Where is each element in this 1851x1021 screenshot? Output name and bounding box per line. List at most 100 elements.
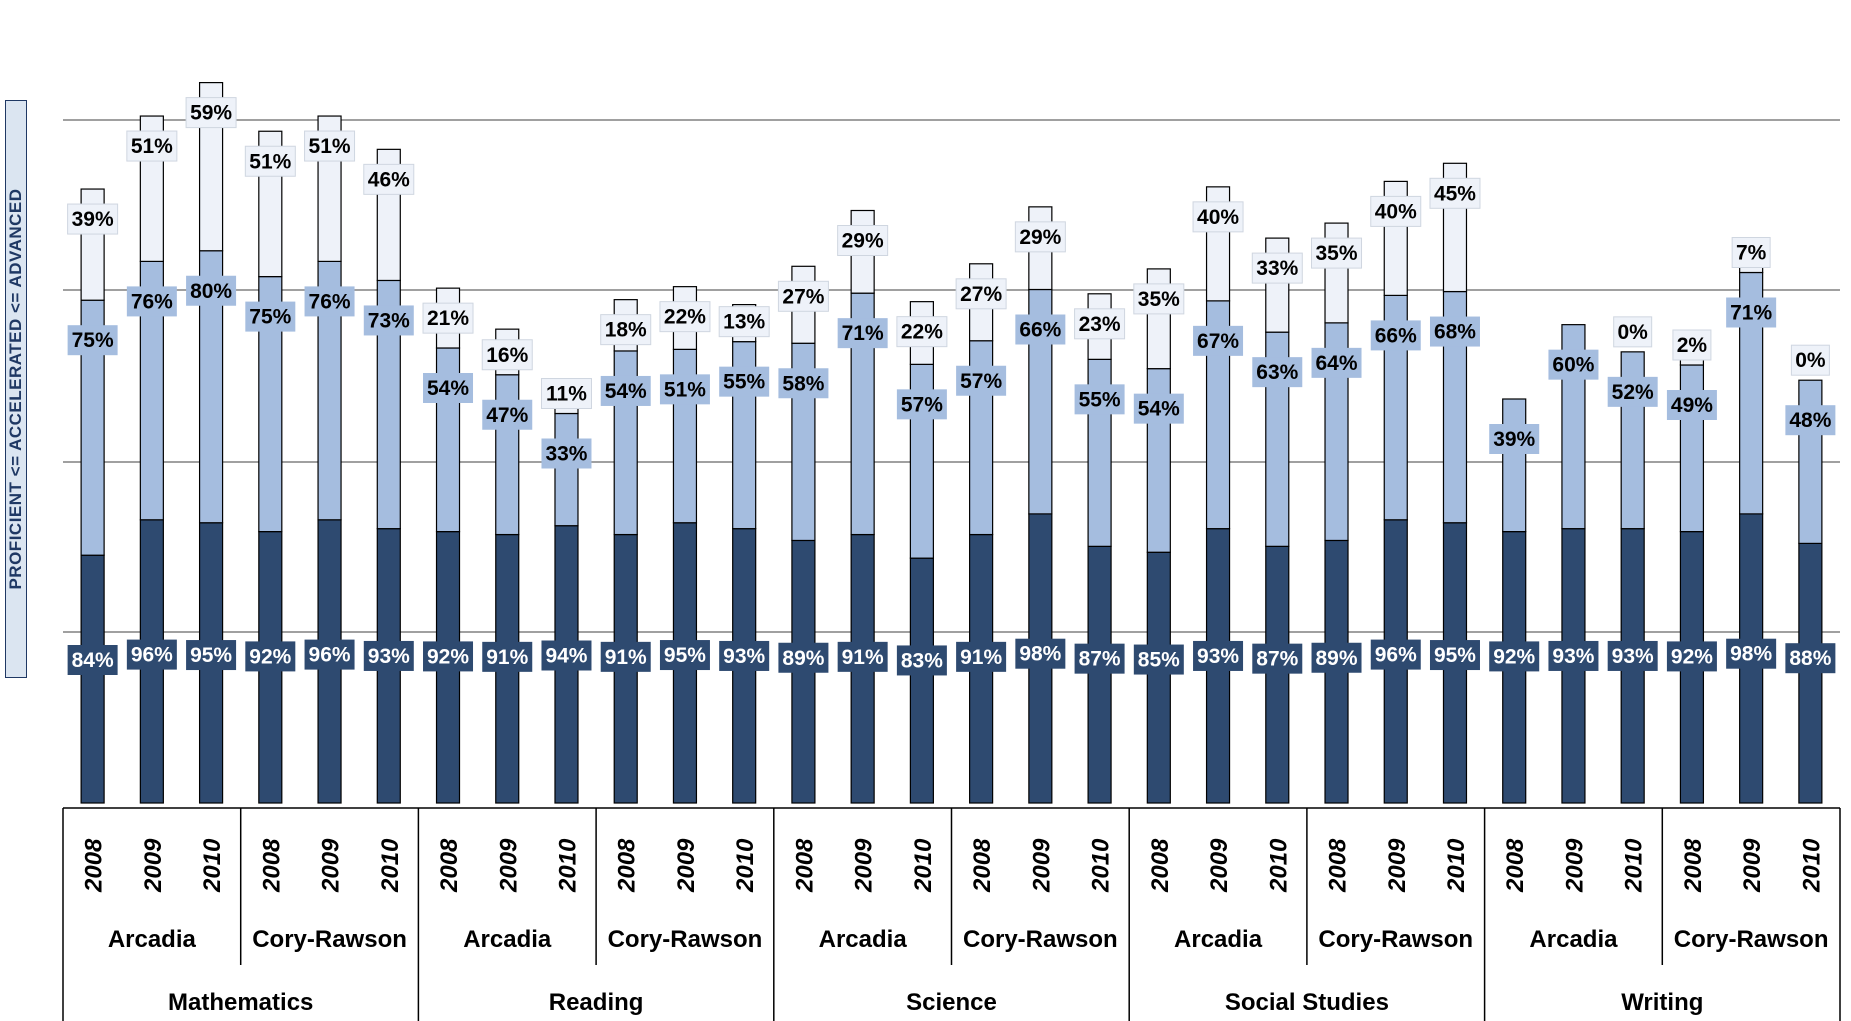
label-advanced: 18% [605, 319, 647, 342]
label-advanced-group: 7% [1731, 237, 1771, 268]
label-advanced-bg [600, 314, 652, 346]
label-proficient: 95% [664, 644, 706, 667]
label-proficient-group: 93% [719, 640, 770, 671]
label-accelerated-bg [778, 368, 829, 399]
year-tick-label: 2010 [199, 838, 226, 893]
label-accelerated-group: 54% [423, 373, 474, 403]
label-accelerated: 71% [842, 322, 884, 345]
label-proficient-bg [600, 641, 651, 672]
subject-tick-label: Reading [549, 989, 644, 1016]
year-tick-label: 2008 [969, 838, 996, 893]
district-tick-label: Arcadia [1174, 926, 1263, 953]
label-proficient: 92% [427, 645, 469, 668]
label-advanced-group: 51% [304, 130, 356, 162]
label-accelerated: 66% [1375, 324, 1417, 347]
label-proficient-group: 92% [1489, 641, 1540, 672]
label-advanced-bg [67, 203, 119, 235]
label-accelerated-bg [541, 438, 592, 469]
label-proficient-bg [778, 642, 829, 673]
label-accelerated: 47% [486, 404, 528, 427]
label-advanced-group: 40% [1192, 201, 1244, 233]
label-proficient: 95% [190, 644, 232, 667]
label-advanced-bg [896, 316, 948, 348]
label-accelerated-group: 47% [482, 399, 533, 430]
label-proficient-group: 94% [541, 640, 592, 671]
label-advanced-bg [1133, 283, 1185, 315]
label-proficient-group: 98% [1726, 638, 1777, 669]
district-tick-label: Cory-Rawson [1674, 926, 1829, 953]
label-proficient: 89% [782, 647, 824, 670]
label-advanced: 40% [1197, 206, 1239, 229]
label-advanced-bg [304, 130, 356, 162]
label-advanced-group: 45% [1429, 177, 1481, 209]
label-advanced-group: 51% [126, 130, 178, 162]
label-advanced-group: 0% [1613, 316, 1653, 348]
label-advanced-bg [1731, 237, 1771, 268]
label-advanced-group: 2% [1672, 329, 1712, 361]
label-advanced-bg [777, 280, 829, 312]
label-proficient: 95% [1434, 644, 1476, 667]
label-proficient-group: 84% [67, 645, 118, 675]
label-proficient-group: 95% [659, 640, 710, 671]
bar-proficient [1087, 545, 1112, 804]
label-proficient-group: 83% [896, 645, 947, 676]
label-advanced-group: 27% [955, 278, 1007, 310]
label-advanced-bg [659, 301, 711, 333]
year-tick-label: 2010 [1088, 838, 1115, 893]
label-proficient: 94% [545, 645, 587, 668]
label-proficient-group: 92% [245, 641, 296, 672]
label-accelerated-bg [1015, 314, 1066, 345]
bars [80, 81, 1823, 804]
label-accelerated-group: 48% [1785, 405, 1836, 436]
subject-tick-label: Social Studies [1225, 989, 1389, 1016]
label-accelerated-bg [1133, 393, 1184, 424]
label-advanced-group: 21% [422, 302, 474, 334]
label-accelerated-bg [956, 365, 1007, 396]
label-proficient-bg [1015, 638, 1066, 669]
label-proficient-group: 91% [837, 641, 888, 672]
label-advanced: 40% [1375, 200, 1417, 223]
label-accelerated-group: 55% [719, 366, 770, 397]
district-tick-label: Cory-Rawson [608, 926, 763, 953]
label-proficient-bg [1193, 640, 1244, 671]
label-accelerated-bg [304, 286, 355, 317]
bar-advanced [1265, 237, 1290, 333]
label-proficient-bg [659, 640, 710, 671]
label-proficient-bg [1726, 638, 1777, 669]
label-accelerated-group: 73% [363, 305, 414, 336]
district-tick-label: Cory-Rawson [1318, 926, 1473, 953]
label-proficient: 98% [1019, 643, 1061, 666]
data-labels: 84% 75% 39% 96% 76% 51% 95% 80% 59% 92% 75% 51% 96% 7… [67, 97, 1836, 676]
label-proficient: 84% [72, 649, 114, 672]
label-accelerated-bg [1785, 405, 1836, 436]
label-accelerated-group: 51% [659, 374, 710, 405]
label-accelerated-bg [126, 286, 177, 317]
label-accelerated-group: 33% [541, 438, 592, 469]
label-advanced-bg [837, 225, 889, 256]
label-advanced: 33% [1256, 257, 1298, 280]
label-accelerated: 54% [427, 377, 469, 400]
label-advanced-group: 59% [185, 97, 237, 129]
label-accelerated: 64% [1316, 352, 1358, 375]
label-proficient: 96% [309, 644, 351, 667]
label-accelerated: 73% [368, 309, 410, 332]
label-advanced: 16% [486, 344, 528, 367]
label-proficient-bg [719, 640, 770, 671]
label-accelerated: 49% [1671, 394, 1713, 417]
year-tick-label: 2008 [1680, 838, 1707, 893]
year-tick-label: 2009 [673, 838, 700, 893]
label-accelerated-bg [482, 399, 533, 430]
label-proficient-bg [1133, 644, 1184, 675]
label-accelerated-group: 39% [1489, 424, 1540, 454]
label-advanced-group: 13% [718, 306, 770, 338]
label-advanced-group: 16% [481, 339, 533, 371]
label-proficient-group: 92% [1666, 641, 1717, 672]
y-axis-label-box [5, 100, 27, 678]
label-accelerated-bg [837, 318, 888, 349]
bar-accelerated [1679, 364, 1705, 533]
label-proficient-bg [1548, 640, 1599, 671]
label-advanced-group: 0% [1790, 344, 1830, 376]
label-advanced-bg [1429, 177, 1481, 209]
label-proficient-bg [1785, 643, 1836, 674]
